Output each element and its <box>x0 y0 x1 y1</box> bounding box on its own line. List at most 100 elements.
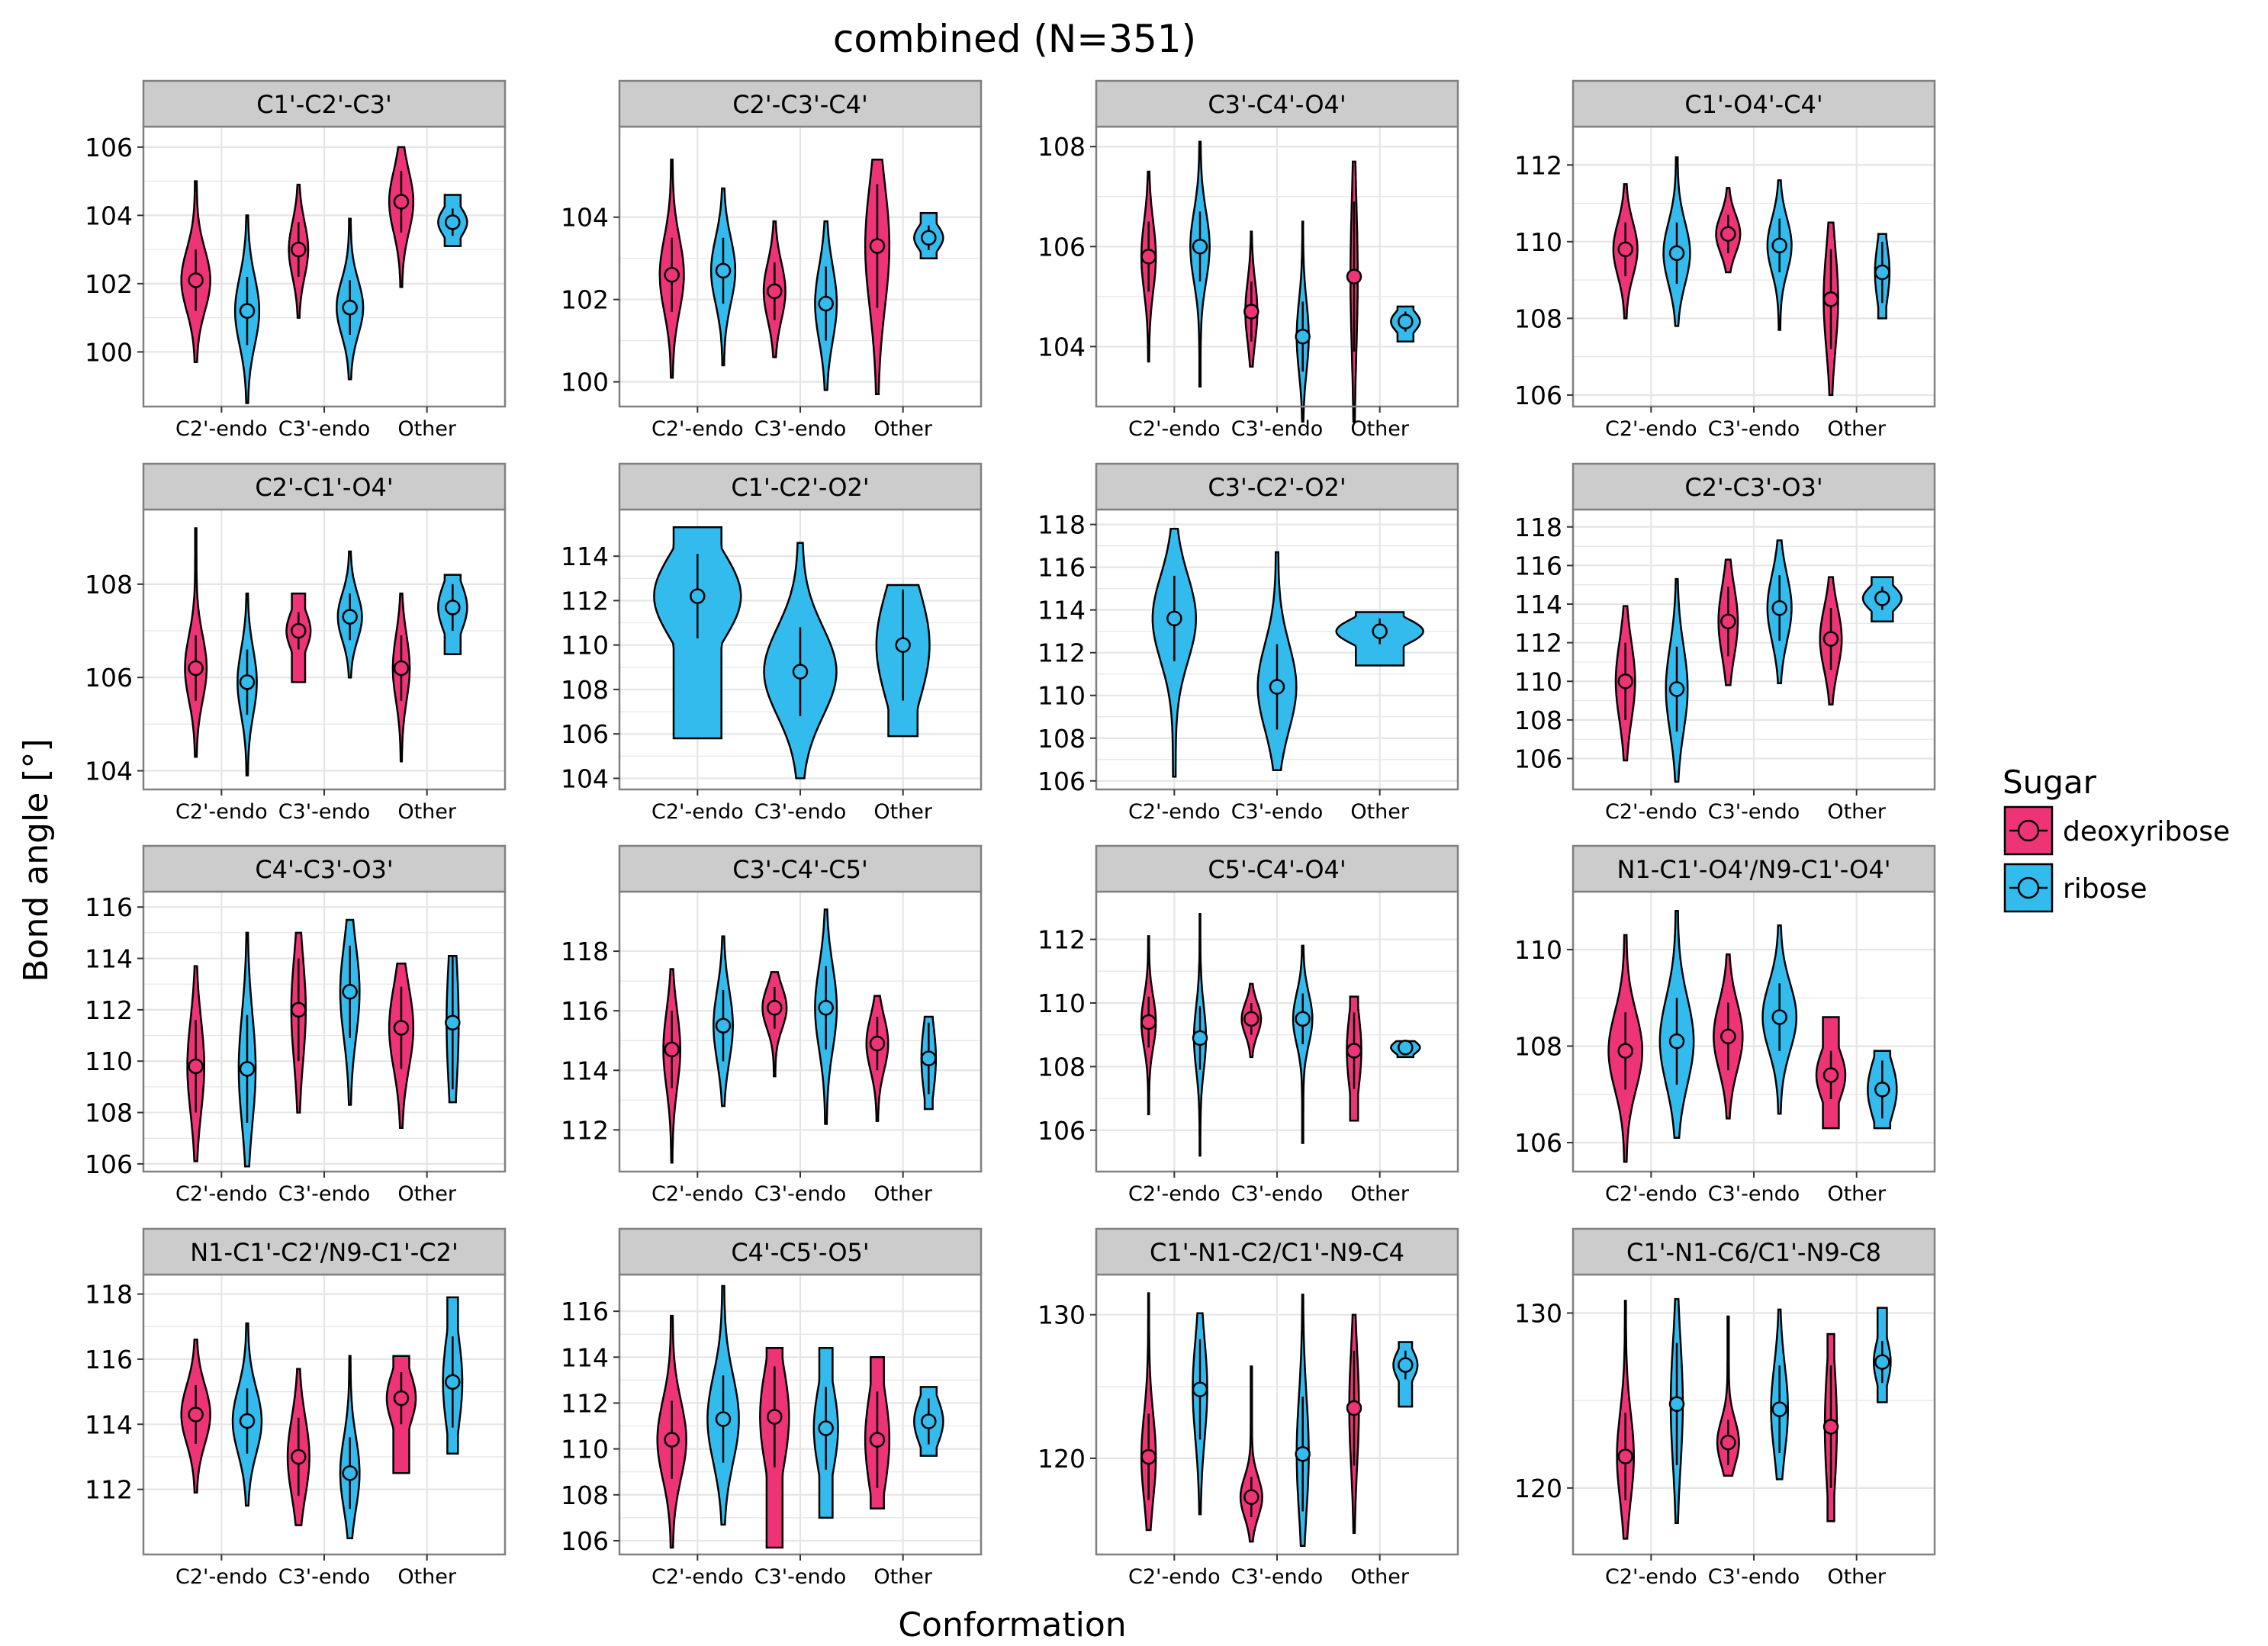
mean-point <box>1140 249 1157 265</box>
mean-point <box>291 622 307 639</box>
x-tick-label: C3'-endo <box>1231 1182 1324 1206</box>
mean-point <box>1874 1354 1890 1370</box>
facet-strip-label: C4'-C3'-O3' <box>255 855 393 884</box>
facet-panel: C1'-N1-C6/C1'-N9-C8 120 130 C2'-endo C3'-end… <box>1514 1227 1936 1589</box>
y-tick-label: 118 <box>85 1280 133 1310</box>
mean-point <box>1166 610 1182 627</box>
mean-point <box>188 1406 204 1423</box>
facet-panels: C1'-C2'-C3' 100 102 104 106 C2'-endo C3'-endo O… <box>85 79 1936 1589</box>
y-tick-label: 112 <box>561 1388 609 1418</box>
facet-strip <box>1572 79 1936 128</box>
y-tick-label: 106 <box>85 663 133 693</box>
mean-point <box>1668 681 1685 697</box>
facet-strip <box>1572 844 1936 893</box>
x-tick-label: C3'-endo <box>1708 1182 1800 1206</box>
mean-point <box>1398 313 1414 330</box>
mean-point <box>239 1061 256 1077</box>
x-tick-label: C2'-endo <box>1605 417 1697 441</box>
x-tick-label: C2'-endo <box>651 1565 744 1589</box>
mean-point <box>767 1409 783 1425</box>
mean-point <box>1243 1489 1259 1505</box>
facet-strip-label: N1-C1'-O4'/N9-C1'-O4' <box>1617 855 1890 884</box>
mean-point <box>1668 1033 1685 1050</box>
y-tick-label: 106 <box>1037 1116 1086 1146</box>
mean-point <box>1192 1381 1208 1397</box>
facet-panel: C3'-C4'-O4' 104 106 108 C2'-endo C3'-endo Othe… <box>1037 79 1459 441</box>
facet-strip-label: C1'-C2'-O2' <box>731 473 869 502</box>
y-tick-label: 100 <box>561 368 609 397</box>
facet-strip <box>618 1227 983 1276</box>
y-tick-label: 114 <box>1514 590 1562 619</box>
y-tick-label: 110 <box>1514 935 1562 965</box>
mean-point <box>1668 245 1685 262</box>
mean-point <box>1720 226 1736 243</box>
mean-point <box>188 1058 204 1075</box>
facet-panel: C4'-C5'-O5' 106 108 110 112 114 116 C2'-endo C3'… <box>561 1227 983 1589</box>
mean-point <box>1192 239 1208 255</box>
facet-strip <box>1572 462 1936 511</box>
mean-point <box>239 303 256 319</box>
facet-strip <box>142 1227 507 1276</box>
x-tick-label: Other <box>1350 417 1410 441</box>
mean-point <box>445 600 461 616</box>
mean-point <box>1822 291 1839 307</box>
x-tick-label: C2'-endo <box>175 1565 268 1589</box>
x-tick-label: Other <box>1827 1565 1887 1589</box>
y-tick-label: 108 <box>85 570 133 600</box>
mean-point <box>239 1413 256 1429</box>
mean-point <box>393 1390 410 1406</box>
facet-strip-label: C1'-C2'-C3' <box>256 90 392 119</box>
mean-point <box>1720 1434 1736 1451</box>
y-tick-label: 106 <box>1514 744 1562 774</box>
y-tick-label: 114 <box>561 1056 609 1085</box>
legend: Sugar deoxyribose ribose <box>2003 764 2230 913</box>
mean-point <box>1771 1401 1787 1417</box>
mean-point <box>1720 1028 1736 1045</box>
x-tick-label: C3'-endo <box>278 1565 371 1589</box>
mean-point <box>1295 329 1311 345</box>
facet-strip-label: C3'-C4'-C5' <box>732 855 868 884</box>
y-tick-label: 104 <box>561 764 609 793</box>
mean-point <box>1720 613 1736 630</box>
x-tick-label: C2'-endo <box>651 1182 744 1206</box>
x-tick-label: Other <box>1350 1565 1410 1589</box>
x-tick-label: Other <box>1827 417 1887 441</box>
mean-point <box>1874 1082 1890 1098</box>
y-tick-label: 114 <box>561 542 609 571</box>
x-tick-label: C3'-endo <box>1708 800 1800 824</box>
mean-point <box>869 1035 886 1052</box>
facet-strip <box>1572 1227 1936 1276</box>
facet-panel: C1'-C2'-C3' 100 102 104 106 C2'-endo C3'-endo O… <box>85 79 507 441</box>
y-tick-label: 118 <box>1037 510 1086 540</box>
mean-point <box>1822 1419 1839 1435</box>
mean-point <box>715 262 732 279</box>
mean-point <box>393 1020 410 1036</box>
facet-strip-label: C1'-N1-C2/C1'-N9-C4 <box>1150 1238 1404 1267</box>
y-tick-label: 106 <box>1037 232 1086 262</box>
y-tick-label: 106 <box>85 133 133 162</box>
y-tick-label: 120 <box>1037 1444 1086 1474</box>
y-tick-label: 110 <box>1037 681 1086 711</box>
x-tick-label: C3'-endo <box>1231 417 1324 441</box>
facet-panel: C3'-C2'-O2' 106 108 110 112 114 116 118 C2'-endo… <box>1037 462 1459 824</box>
facet-strip-label: C1'-O4'-C4' <box>1684 90 1822 119</box>
x-tick-label: C3'-endo <box>1231 1565 1324 1589</box>
facet-strip <box>142 462 507 511</box>
violin-deoxyribose <box>1716 1315 1740 1477</box>
y-tick-label: 108 <box>1037 1052 1086 1082</box>
facet-strip <box>142 79 507 128</box>
facet-strip-label: C2'-C3'-C4' <box>732 90 868 119</box>
x-tick-label: C3'-endo <box>278 1182 371 1206</box>
y-tick-label: 108 <box>1514 304 1562 333</box>
mean-point <box>445 1374 461 1390</box>
mean-point <box>342 1465 358 1481</box>
mean-point <box>291 1448 307 1465</box>
y-tick-label: 102 <box>85 269 133 299</box>
x-tick-label: C2'-endo <box>1128 417 1221 441</box>
mean-point <box>188 660 204 677</box>
x-tick-label: C3'-endo <box>1708 417 1800 441</box>
mean-point <box>1617 241 1633 258</box>
legend-label-ribose: ribose <box>2063 873 2147 905</box>
mean-point <box>1398 1357 1414 1373</box>
y-tick-label: 118 <box>561 937 609 966</box>
